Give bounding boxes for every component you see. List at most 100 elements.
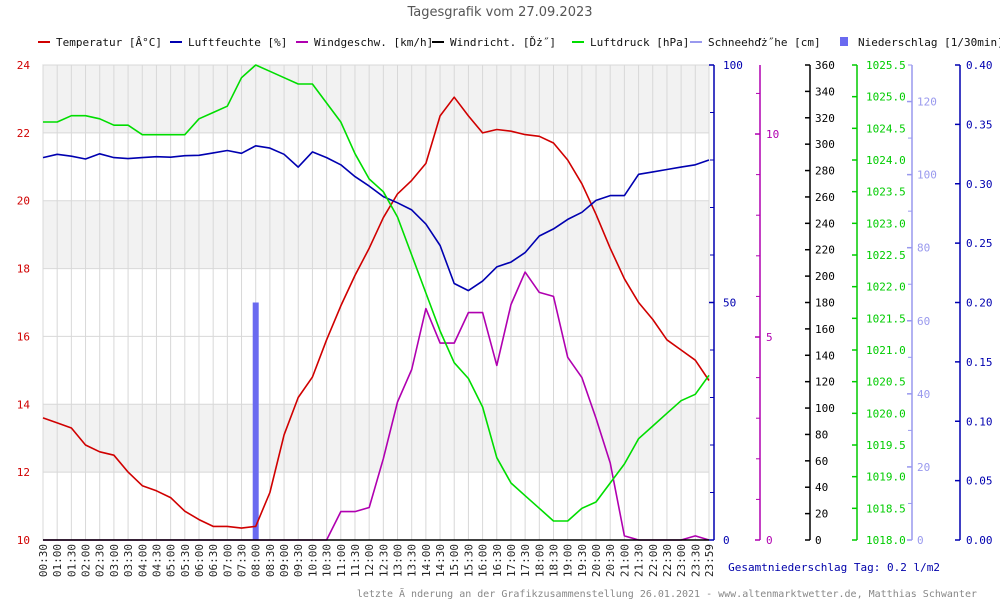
series-line-0	[42, 96, 710, 529]
snow-axis-tick-label: 20	[917, 461, 930, 474]
x-tick-label: 18:30	[547, 544, 560, 577]
x-tick-label: 17:00	[505, 544, 518, 577]
rain-axis-tick-label: 0.30	[966, 178, 993, 191]
chart-title: Tagesgrafik vom 27.09.2023	[406, 5, 592, 20]
x-tick-label: 07:30	[236, 544, 249, 577]
x-tick-label: 12:30	[377, 544, 390, 577]
temp-axis-tick-label: 18	[17, 263, 30, 276]
press-axis-tick-label: 1023.5	[866, 186, 906, 199]
x-tick-label: 01:00	[51, 544, 64, 577]
dir-axis-tick-label: 20	[815, 508, 828, 521]
press-axis-tick-label: 1021.5	[866, 312, 906, 325]
precipitation-bar	[252, 302, 259, 540]
dir-axis-tick-label: 300	[815, 138, 835, 151]
x-tick-label: 08:00	[250, 544, 263, 577]
legend-label: Schneehďż˝he [cm]	[708, 36, 821, 49]
wind-axis-tick-label: 5	[766, 331, 773, 344]
dir-axis-tick-label: 40	[815, 481, 828, 494]
x-tick-label: 06:30	[207, 544, 220, 577]
dir-axis-tick-label: 200	[815, 270, 835, 283]
footer-credit: letzte Ã nderung an der Grafikzusammenst…	[357, 587, 977, 600]
legend-label: Temperatur [Â°C]	[56, 36, 162, 49]
dir-axis-tick-label: 260	[815, 191, 835, 204]
x-tick-label: 10:00	[306, 544, 319, 577]
x-tick-label: 04:30	[150, 544, 163, 577]
wind-axis-tick-label: 0	[766, 534, 773, 547]
dir-axis-tick-label: 220	[815, 244, 835, 257]
x-tick-label: 11:30	[349, 544, 362, 577]
press-axis-tick-label: 1022.0	[866, 281, 906, 294]
x-tick-label: 09:00	[278, 544, 291, 577]
x-tick-label: 14:30	[434, 544, 447, 577]
rain-axis-tick-label: 0.40	[966, 59, 993, 72]
dir-axis-tick-label: 0	[815, 534, 822, 547]
temp-axis-tick-label: 24	[17, 59, 31, 72]
press-axis-tick-label: 1019.5	[866, 439, 906, 452]
x-tick-label: 16:30	[491, 544, 504, 577]
dir-axis-tick-label: 80	[815, 428, 828, 441]
x-tick-label: 23:59	[703, 544, 716, 577]
dir-axis-tick-label: 320	[815, 112, 835, 125]
temp-axis-tick-label: 14	[17, 398, 31, 411]
press-axis-tick-label: 1020.5	[866, 376, 906, 389]
press-axis-tick-label: 1024.5	[866, 122, 906, 135]
rain-axis-tick-label: 0.35	[966, 118, 993, 131]
press-axis-tick-label: 1022.5	[866, 249, 906, 262]
x-tick-label: 22:00	[647, 544, 660, 577]
press-axis-tick-label: 1019.0	[866, 471, 906, 484]
legend-label: Windgeschw. [km/h]	[314, 36, 433, 49]
total-precipitation-note: Gesamtniederschlag Tag: 0.2 l/m2	[728, 561, 940, 574]
snow-axis-tick-label: 100	[917, 169, 937, 182]
hum-axis-tick-label: 50	[723, 297, 736, 310]
press-axis-tick-label: 1018.0	[866, 534, 906, 547]
temp-axis-tick-label: 22	[17, 127, 30, 140]
hum-axis-tick-label: 100	[723, 59, 743, 72]
x-tick-label: 08:30	[264, 544, 277, 577]
rain-axis-tick-label: 0.20	[966, 297, 993, 310]
x-tick-label: 21:00	[618, 544, 631, 577]
x-tick-label: 02:30	[94, 544, 107, 577]
x-tick-label: 03:30	[122, 544, 135, 577]
x-tick-label: 00:30	[37, 544, 50, 577]
x-tick-label: 15:00	[448, 544, 461, 577]
dir-axis-tick-label: 60	[815, 455, 828, 468]
series-line-4	[43, 64, 710, 522]
snow-axis-tick-label: 80	[917, 242, 930, 255]
dir-axis-tick-label: 280	[815, 165, 835, 178]
x-tick-label: 19:30	[576, 544, 589, 577]
x-tick-label: 23:00	[675, 544, 688, 577]
dir-axis-tick-label: 140	[815, 349, 835, 362]
x-tick-label: 13:30	[406, 544, 419, 577]
x-tick-label: 10:30	[321, 544, 334, 577]
press-axis-tick-label: 1018.5	[866, 502, 906, 515]
dir-axis-tick-label: 360	[815, 59, 835, 72]
x-tick-label: 18:00	[533, 544, 546, 577]
x-tick-label: 15:30	[462, 544, 475, 577]
x-tick-label: 23:30	[689, 544, 702, 577]
x-tick-label: 13:00	[392, 544, 405, 577]
snow-axis-tick-label: 60	[917, 315, 930, 328]
x-tick-label: 02:00	[80, 544, 93, 577]
rain-axis-tick-label: 0.10	[966, 415, 993, 428]
x-tick-label: 17:30	[519, 544, 532, 577]
x-tick-label: 09:30	[292, 544, 305, 577]
x-tick-label: 12:00	[363, 544, 376, 577]
x-tick-label: 04:00	[136, 544, 149, 577]
press-axis-tick-label: 1023.0	[866, 217, 906, 230]
hum-axis-tick-label: 0	[723, 534, 730, 547]
x-tick-label: 07:00	[221, 544, 234, 577]
x-tick-label: 16:00	[477, 544, 490, 577]
rain-axis-tick-label: 0.15	[966, 356, 993, 369]
rain-axis-tick-label: 0.25	[966, 237, 993, 250]
snow-axis-tick-label: 120	[917, 96, 937, 109]
rain-axis-tick-label: 0.05	[966, 475, 993, 488]
snow-axis-tick-label: 0	[917, 534, 924, 547]
press-axis-tick-label: 1021.0	[866, 344, 906, 357]
plot-band	[43, 65, 709, 133]
temp-axis-tick-label: 10	[17, 534, 30, 547]
legend-label: Niederschlag [1/30min]	[858, 36, 1000, 49]
rain-axis-tick-label: 0.00	[966, 534, 993, 547]
x-tick-label: 11:00	[335, 544, 348, 577]
